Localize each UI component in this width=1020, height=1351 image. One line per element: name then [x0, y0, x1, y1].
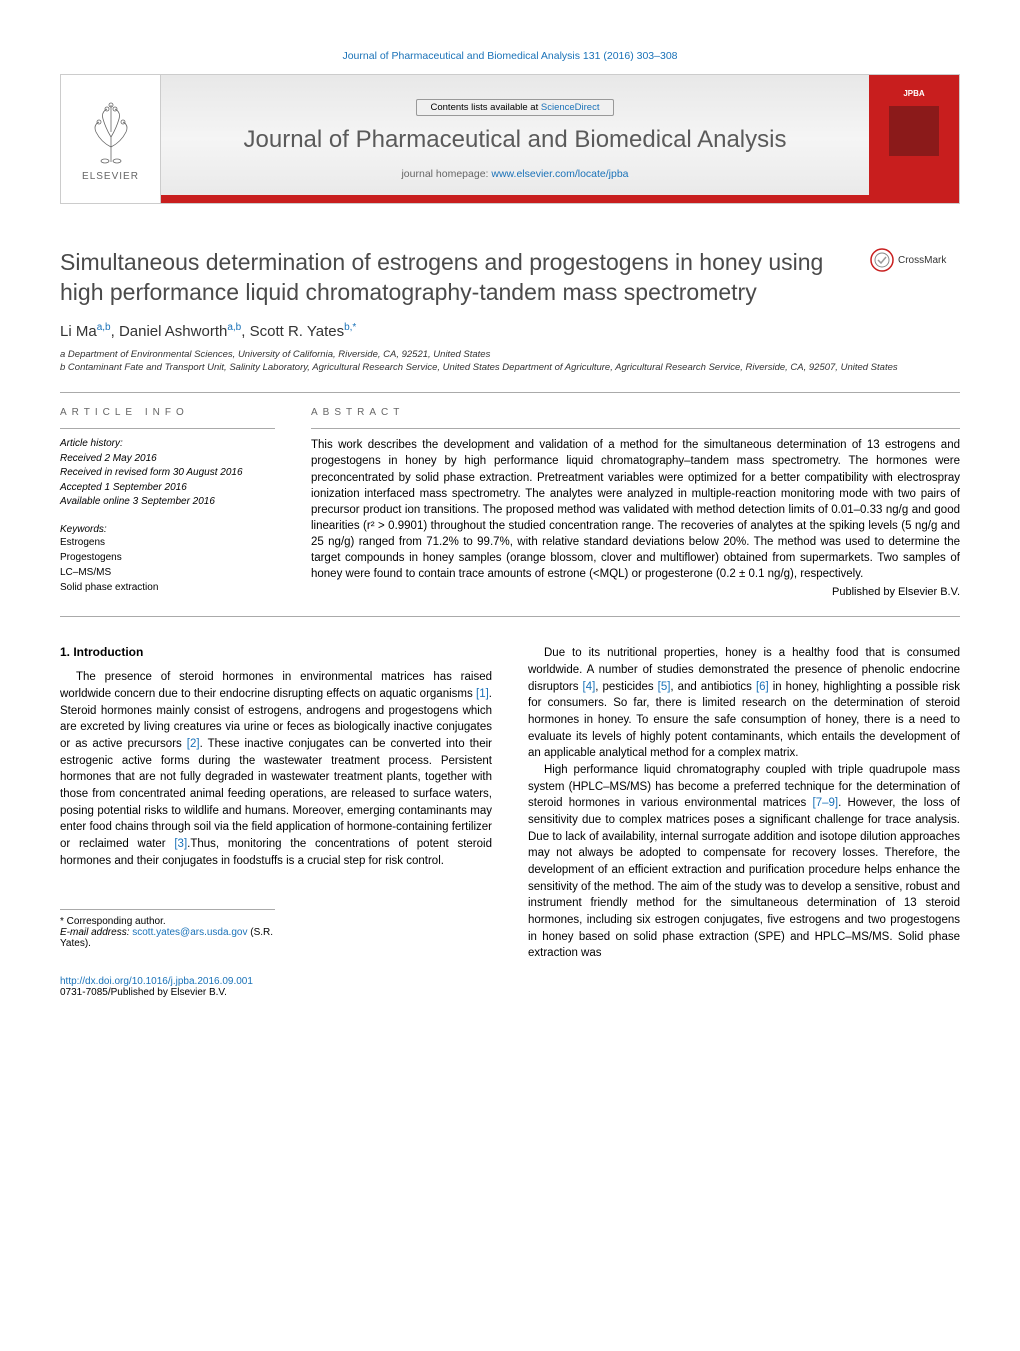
homepage-link[interactable]: www.elsevier.com/locate/jpba — [491, 168, 628, 180]
author-name: Daniel Ashworth — [119, 323, 227, 340]
intro-col2: Due to its nutritional properties, honey… — [528, 645, 960, 962]
reference-link[interactable]: [4] — [583, 681, 596, 693]
contents-prefix: Contents lists available at — [431, 102, 541, 113]
authors-line: Li Maa,b, Daniel Ashwortha,b, Scott R. Y… — [60, 322, 960, 340]
copyright-line: 0731-7085/Published by Elsevier B.V. — [60, 987, 960, 998]
banner-red-stripe — [161, 195, 869, 203]
affiliation-line: b Contaminant Fate and Transport Unit, S… — [60, 361, 960, 374]
keywords-label: Keywords: — [60, 524, 275, 535]
corresponding-label: * Corresponding author. — [60, 916, 275, 927]
elsevier-logo[interactable]: ELSEVIER — [61, 75, 161, 203]
keyword: LC–MS/MS — [60, 565, 275, 580]
reference-link[interactable]: [5] — [658, 681, 671, 693]
cover-graphic-icon — [889, 106, 939, 156]
author-affiliation-sup: a,b — [97, 322, 111, 333]
reference-link[interactable]: [3] — [174, 838, 187, 850]
corresponding-email-link[interactable]: scott.yates@ars.usda.gov — [132, 927, 247, 938]
journal-title: Journal of Pharmaceutical and Biomedical… — [244, 126, 787, 154]
jpba-label: JPBA — [903, 89, 924, 98]
keyword: Estrogens — [60, 535, 275, 550]
crossmark-label: CrossMark — [898, 255, 946, 266]
journal-citation: Journal of Pharmaceutical and Biomedical… — [60, 50, 960, 62]
history-line: Accepted 1 September 2016 — [60, 481, 275, 496]
homepage-line: journal homepage: www.elsevier.com/locat… — [401, 168, 628, 180]
journal-citation-link[interactable]: Journal of Pharmaceutical and Biomedical… — [342, 50, 677, 62]
article-title: Simultaneous determination of estrogens … — [60, 248, 870, 308]
introduction-heading: 1. Introduction — [60, 645, 492, 659]
intro-col1: The presence of steroid hormones in envi… — [60, 669, 492, 869]
corresponding-author-block: * Corresponding author. E-mail address: … — [60, 909, 275, 949]
info-rule — [60, 428, 275, 429]
reference-link[interactable]: [1] — [476, 688, 489, 700]
article-history: Article history: Received 2 May 2016Rece… — [60, 437, 275, 510]
journal-cover-thumbnail[interactable]: JPBA — [869, 75, 959, 203]
affiliation-line: a Department of Environmental Sciences, … — [60, 348, 960, 361]
reference-link[interactable]: [7–9] — [813, 797, 839, 809]
reference-link[interactable]: [6] — [756, 681, 769, 693]
abstract-label: abstract — [311, 407, 960, 418]
keyword: Progestogens — [60, 550, 275, 565]
affiliations: a Department of Environmental Sciences, … — [60, 348, 960, 375]
history-line: Received in revised form 30 August 2016 — [60, 466, 275, 481]
homepage-prefix: journal homepage: — [401, 168, 491, 180]
article-info-label: article info — [60, 407, 275, 418]
banner-center: Contents lists available at ScienceDirec… — [161, 75, 869, 203]
keyword: Solid phase extraction — [60, 580, 275, 595]
author-affiliation-sup: b,* — [344, 322, 356, 333]
crossmark-badge[interactable]: CrossMark — [870, 248, 960, 272]
journal-banner: ELSEVIER Contents lists available at Sci… — [60, 74, 960, 204]
history-label: Article history: — [60, 437, 275, 452]
history-line: Available online 3 September 2016 — [60, 495, 275, 510]
author-affiliation-sup: a,b — [227, 322, 241, 333]
author-name: Li Ma — [60, 323, 97, 340]
doi-link[interactable]: http://dx.doi.org/10.1016/j.jpba.2016.09… — [60, 976, 253, 987]
reference-link[interactable]: [2] — [187, 738, 200, 750]
keywords-list: EstrogensProgestogensLC–MS/MSSolid phase… — [60, 535, 275, 595]
sciencedirect-link[interactable]: ScienceDirect — [541, 102, 600, 113]
published-by: Published by Elsevier B.V. — [311, 586, 960, 598]
doi-line: http://dx.doi.org/10.1016/j.jpba.2016.09… — [60, 976, 960, 987]
divider-rule — [60, 392, 960, 393]
divider-rule-2 — [60, 616, 960, 617]
abstract-rule — [311, 428, 960, 429]
abstract-text: This work describes the development and … — [311, 437, 960, 582]
crossmark-icon — [870, 248, 894, 272]
author-name: Scott R. Yates — [250, 323, 345, 340]
elsevier-name: ELSEVIER — [82, 171, 139, 182]
contents-available-line: Contents lists available at ScienceDirec… — [416, 99, 615, 116]
elsevier-tree-icon — [81, 97, 141, 167]
history-line: Received 2 May 2016 — [60, 452, 275, 467]
email-label: E-mail address: — [60, 927, 129, 938]
